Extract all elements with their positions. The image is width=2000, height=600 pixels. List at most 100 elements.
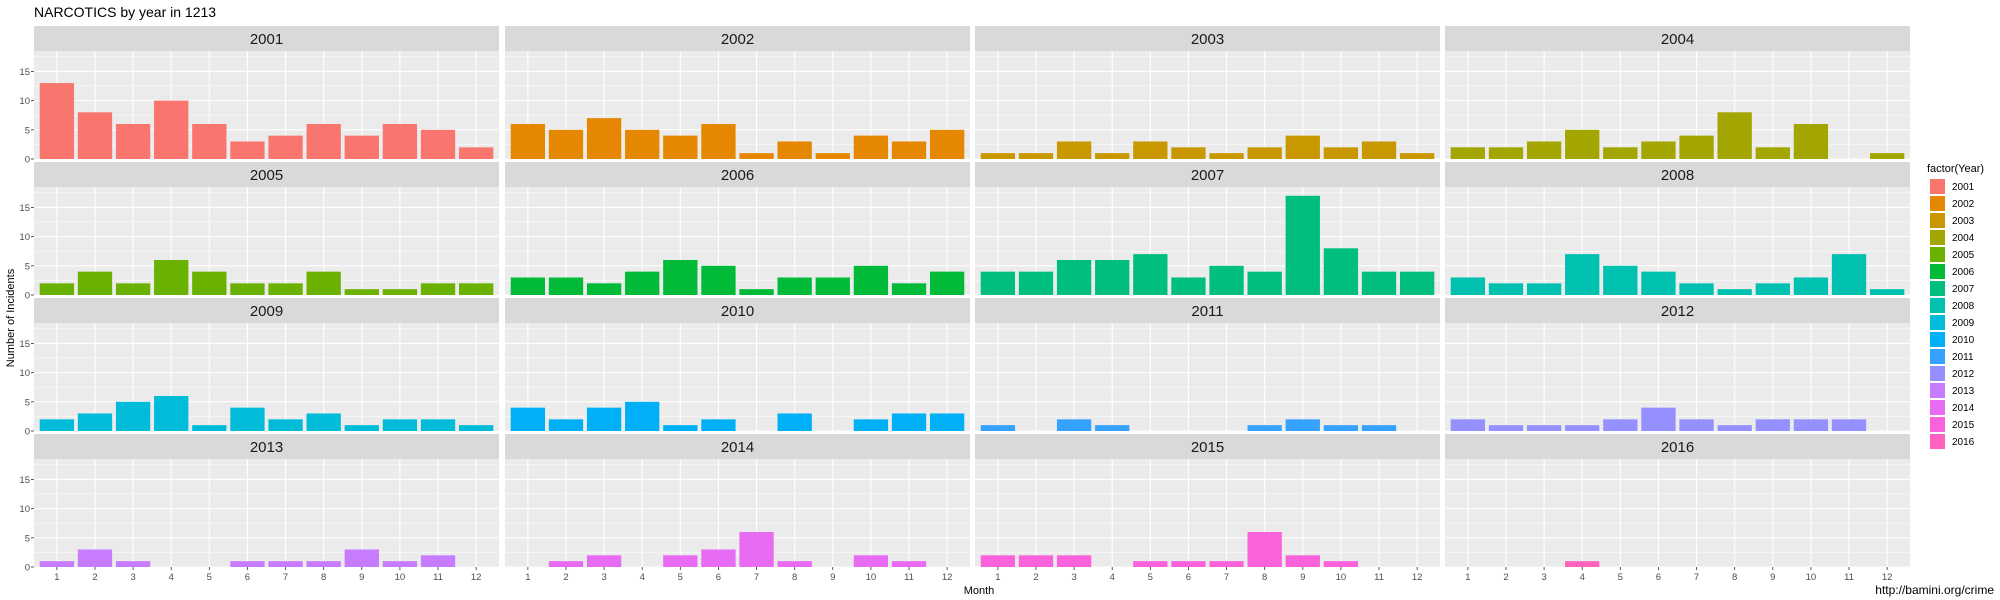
bar-2007-6 <box>1171 277 1206 295</box>
legend-item-2011: 2011 <box>1930 349 1974 364</box>
legend-label: 2014 <box>1952 403 1975 414</box>
x-tick-label: 6 <box>1186 572 1191 583</box>
bar-2015-8 <box>1247 531 1282 567</box>
bar-2007-3 <box>1056 259 1092 295</box>
x-tick-label: 7 <box>754 572 759 583</box>
legend-label: 2004 <box>1952 233 1975 244</box>
bar-2009-2 <box>77 413 113 431</box>
bar-2002-1 <box>510 123 546 159</box>
facet-panel-2009: 2009 0 5 10 15 <box>19 298 499 438</box>
bar-2009-11 <box>420 419 456 431</box>
bar-2013-3 <box>115 561 151 567</box>
bar-2012-10 <box>1793 419 1829 431</box>
x-tick-label: 1 <box>54 572 59 583</box>
legend-swatch <box>1930 230 1945 245</box>
bar-2003-5 <box>1133 141 1168 159</box>
bar-2011-11 <box>1361 425 1397 431</box>
bar-2006-1 <box>510 277 546 295</box>
bar-2014-5 <box>663 555 698 567</box>
x-tick-label: 2 <box>1033 572 1038 583</box>
bar-2016-4 <box>1565 561 1600 567</box>
facet-panel-2003: 2003 <box>975 26 1440 160</box>
bar-2008-8 <box>1717 289 1752 295</box>
bar-2008-5 <box>1603 265 1638 295</box>
bar-2009-12 <box>458 425 494 431</box>
bar-2007-4 <box>1095 259 1130 295</box>
bar-2006-6 <box>701 265 736 295</box>
x-tick-label: 6 <box>1656 572 1661 583</box>
facet-panel-2005: 2005 0 5 10 15 <box>19 162 499 302</box>
bar-2015-2 <box>1018 555 1054 567</box>
legend-label: 2008 <box>1952 301 1975 312</box>
bar-2015-1 <box>980 555 1016 567</box>
x-tick-label: 9 <box>359 572 364 583</box>
bar-2008-2 <box>1488 283 1524 295</box>
bar-2006-9 <box>815 277 850 295</box>
bar-2003-3 <box>1056 141 1092 159</box>
y-axis-title: Number of Incidents <box>5 268 17 367</box>
bar-2005-6 <box>230 283 265 295</box>
facet-strip <box>34 26 499 51</box>
y-tick-label: 0 <box>25 563 30 574</box>
bar-2009-10 <box>382 419 418 431</box>
x-tick-label: 7 <box>1224 572 1229 583</box>
y-tick-label: 5 <box>25 125 30 136</box>
bar-2012-4 <box>1565 425 1600 431</box>
legend-swatch <box>1930 434 1945 449</box>
bar-2009-1 <box>39 419 75 431</box>
legend-label: 2006 <box>1952 267 1975 278</box>
bar-2009-5 <box>192 425 227 431</box>
bar-2013-7 <box>268 561 303 567</box>
x-tick-label: 10 <box>395 572 406 583</box>
facet-strip <box>1445 434 1910 459</box>
x-tick-label: 1 <box>1465 572 1470 583</box>
y-tick-label: 10 <box>19 96 30 107</box>
legend-label: 2016 <box>1952 437 1975 448</box>
bar-2012-7 <box>1679 419 1714 431</box>
bar-2010-12 <box>929 413 965 431</box>
bar-2005-1 <box>39 283 75 295</box>
bar-2004-3 <box>1526 141 1562 159</box>
y-tick-label: 10 <box>19 504 30 515</box>
bar-2004-9 <box>1755 147 1790 159</box>
source-credit: http://bamini.org/crime <box>1875 583 1994 597</box>
bar-2002-9 <box>815 153 850 159</box>
legend-item-2009: 2009 <box>1930 315 1975 330</box>
bar-2006-12 <box>929 271 965 295</box>
bar-2010-4 <box>625 401 660 431</box>
facet-strip <box>1445 26 1910 51</box>
bar-2010-10 <box>853 419 889 431</box>
bar-2006-8 <box>777 277 812 295</box>
x-tick-label: 10 <box>1336 572 1347 583</box>
facet-strip <box>505 298 970 323</box>
panel-background <box>1445 51 1910 159</box>
bar-2005-8 <box>306 271 341 295</box>
bar-2005-2 <box>77 271 113 295</box>
bar-2007-9 <box>1285 195 1320 295</box>
x-tick-label: 11 <box>1844 572 1854 583</box>
facet-title: 2010 <box>721 303 754 320</box>
x-tick-label: 2 <box>1503 572 1508 583</box>
x-tick-label: 4 <box>640 572 645 583</box>
legend-swatch <box>1930 213 1945 228</box>
bar-2003-4 <box>1095 153 1130 159</box>
facet-title: 2013 <box>250 439 283 456</box>
facet-title: 2001 <box>250 31 283 48</box>
legend-swatch <box>1930 179 1945 194</box>
bar-2005-11 <box>420 283 456 295</box>
legend-swatch <box>1930 349 1945 364</box>
x-tick-label: 3 <box>130 572 135 583</box>
x-tick-label: 5 <box>678 572 683 583</box>
x-tick-label: 9 <box>830 572 835 583</box>
bar-2008-9 <box>1755 283 1790 295</box>
legend-item-2005: 2005 <box>1930 247 1975 262</box>
bar-2008-4 <box>1565 254 1600 295</box>
bar-2003-6 <box>1171 147 1206 159</box>
bar-2008-12 <box>1869 289 1905 295</box>
facet-strip <box>505 26 970 51</box>
facet-panel-2010: 2010 <box>505 298 970 432</box>
bar-2010-8 <box>777 413 812 431</box>
bar-2009-4 <box>154 395 189 431</box>
